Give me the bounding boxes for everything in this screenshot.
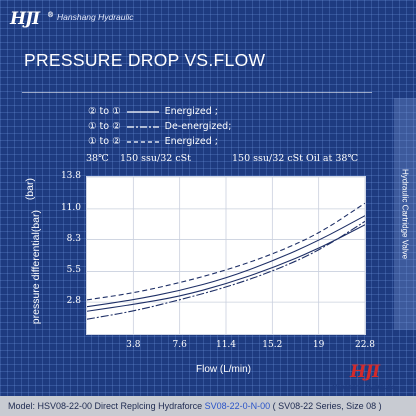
series-line-2 (86, 220, 366, 320)
page-title: PRESSURE DROP VS.FLOW (24, 50, 266, 70)
x-tick-label: 3.8 (126, 340, 141, 350)
footer-logo-sub: Hanshang Hydraulic (332, 384, 395, 391)
model-suffix: ( SV08-22 Series, Size 08 ) (270, 401, 382, 411)
legend-dashdot-line-icon (126, 125, 159, 128)
footer-logo: HJI Hanshang Hydraulic (332, 362, 406, 394)
series-line-3 (86, 202, 366, 301)
series-line-1 (86, 224, 366, 312)
logo-text: HJI (10, 9, 40, 29)
x-axis-label: Flow (L/min) (196, 364, 252, 375)
y-axis-label: pressure differential(bar) (30, 210, 42, 325)
chart-plot (86, 176, 366, 334)
x-tick-label: 19 (312, 340, 325, 350)
y-tick-label: 13.8 (60, 171, 81, 181)
legend-state: Energized ; (164, 136, 218, 147)
side-label: Hydraulic Cartridge Valve (400, 168, 410, 260)
legend-state: De-energized; (164, 121, 232, 132)
legend-item-1: ② to ① Energized ; (88, 106, 218, 117)
legend-item-2: ① to ② De-energized; (88, 121, 231, 132)
side-label-panel: Hydraulic Cartridge Valve (394, 98, 416, 330)
company-logo: HJI ® (10, 6, 54, 32)
model-prefix: Model: HSV08-22-00 Direct Replcing Hydra… (8, 401, 205, 411)
spec-oil-note: 150 ssu/32 cSt Oil at 38℃ (232, 153, 359, 164)
legend-label: ② to ① (88, 106, 121, 117)
legend-label: ① to ② (88, 136, 121, 147)
model-accent: SV08-22-0-N-00 (204, 401, 271, 411)
registered-mark: ® (47, 10, 54, 19)
x-tick-label: 15.2 (262, 340, 283, 350)
legend-label: ① to ② (88, 121, 121, 132)
footer-logo-text: HJI (350, 362, 380, 382)
x-tick-label: 11.4 (215, 340, 237, 350)
y-axis-unit: (bar) (24, 178, 36, 201)
y-axis-label-wrap: pressure differential(bar) (30, 210, 50, 324)
legend-state: Energized ; (164, 106, 218, 117)
legend-solid-line-icon (126, 110, 159, 113)
series-line-4 (86, 215, 366, 308)
spec-temp: 38℃ (86, 153, 109, 164)
y-tick-label: 2.8 (66, 296, 81, 307)
legend-item-3: ① to ② Energized ; (88, 136, 218, 147)
legend-dashed-line-icon (126, 140, 159, 143)
chart-area (86, 176, 366, 335)
brand-name: Hanshang Hydraulic (57, 12, 134, 22)
x-tick-label: 7.6 (172, 340, 187, 350)
y-tick-label: 8.3 (66, 233, 81, 244)
y-tick-label: 5.5 (66, 265, 81, 276)
model-footer: Model: HSV08-22-00 Direct Replcing Hydra… (0, 396, 416, 416)
y-tick-label: 11.0 (60, 202, 81, 213)
title-divider (22, 92, 372, 93)
spec-viscosity: 150 ssu/32 cSt (120, 153, 191, 164)
x-tick-label: 22.8 (354, 340, 376, 350)
